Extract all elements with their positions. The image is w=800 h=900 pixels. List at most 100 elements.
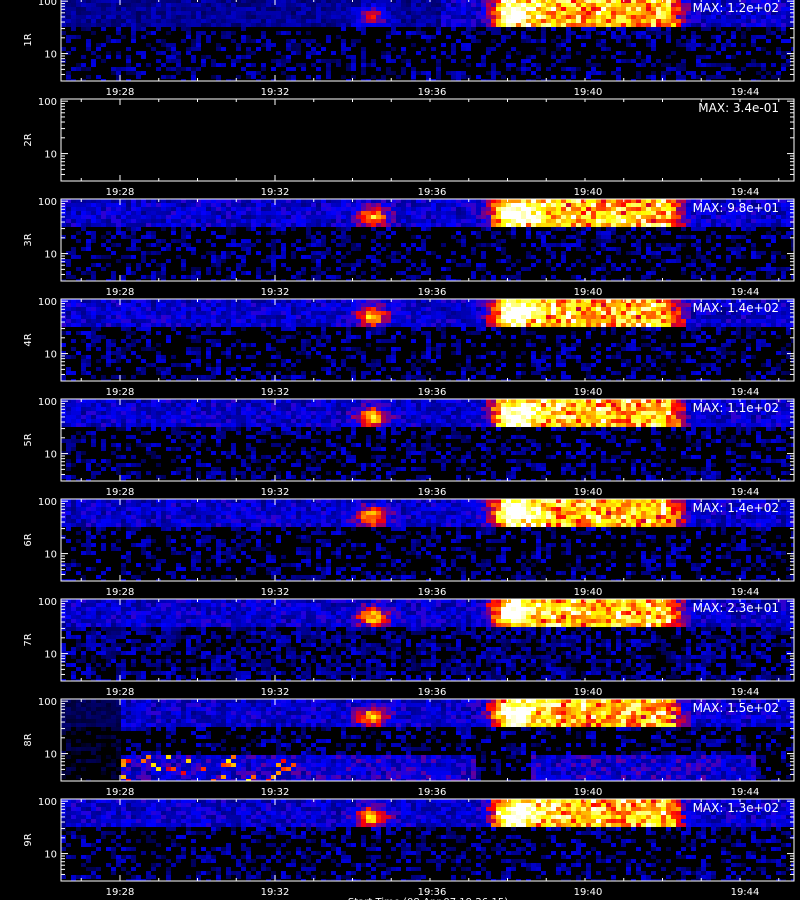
spectrogram-image [61,299,794,381]
x-tick-label: 19:28 [106,187,135,198]
x-tick-label: 19:40 [574,687,603,698]
y-tick-label: 100 [38,397,57,408]
x-tick-label: 19:28 [106,587,135,598]
x-tick-label: 19:28 [106,887,135,898]
y-tick-label: 10 [44,250,57,261]
max-label: MAX: 9.8e+01 [693,201,779,215]
panel-frame [60,798,795,882]
y-tick-label: 100 [38,797,57,808]
x-tick-label: 19:32 [261,887,290,898]
x-tick-label: 19:44 [731,587,760,598]
max-label: MAX: 1.3e+02 [693,801,779,815]
x-tick-label: 19:40 [574,287,603,298]
x-tick-label: 19:44 [731,687,760,698]
y-tick-label: 10 [44,750,57,761]
spectrogram-image [61,499,794,581]
panel-frame [60,0,795,82]
x-tick-label: 19:40 [574,487,603,498]
panel-frame [60,398,795,482]
x-tick-label: 19:36 [418,187,447,198]
y-tick-label: 100 [38,0,57,8]
max-label: MAX: 3.4e-01 [698,101,779,115]
x-tick-label: 19:32 [261,387,290,398]
x-tick-label: 19:44 [731,87,760,98]
panel-label: 3R [23,233,34,246]
panel-frame [60,98,795,182]
y-tick-label: 10 [44,350,57,361]
y-tick-label: 100 [38,497,57,508]
x-tick-label: 19:32 [261,287,290,298]
spectrogram-image [61,799,794,881]
x-tick-label: 19:32 [261,787,290,798]
x-tick-label: 19:40 [574,787,603,798]
x-tick-label: 19:36 [418,287,447,298]
spectrogram-panel-5r: 10 100 19:28 19:32 19:36 19:40 19:44 5R MAX: 1.1… [23,397,795,498]
x-tick-label: 19:44 [731,887,760,898]
x-tick-label: 19:28 [106,487,135,498]
x-tick-label: 19:36 [418,587,447,598]
max-label: MAX: 1.4e+02 [693,301,779,315]
x-tick-label: 19:36 [418,487,447,498]
y-tick-label: 10 [44,550,57,561]
x-tick-label: 19:28 [106,87,135,98]
x-tick-label: 19:28 [106,787,135,798]
x-tick-label: 19:40 [574,887,603,898]
x-tick-label: 19:32 [261,587,290,598]
panel-label: 4R [23,333,34,346]
y-tick-label: 100 [38,597,57,608]
panel-frame [60,598,795,682]
x-tick-label: 19:36 [418,887,447,898]
panel-frame [60,198,795,282]
x-tick-label: 19:36 [418,687,447,698]
x-tick-label: 19:28 [106,287,135,298]
y-tick-label: 10 [44,50,57,61]
panel-label: 2R [23,133,34,146]
x-tick-label: 19:40 [574,387,603,398]
spectrogram-panel-3r: 10 100 19:28 19:32 19:36 19:40 19:44 3R MAX: 9.8… [23,197,795,298]
max-label: MAX: 2.3e+01 [693,601,779,615]
x-tick-label: 19:32 [261,487,290,498]
spectrogram-image [61,399,794,481]
spectrogram-panel-4r: 10 100 19:28 19:32 19:36 19:40 19:44 4R MAX: 1.4… [23,297,795,398]
y-tick-label: 10 [44,150,57,161]
spectrogram-panel-1r: 10 100 19:28 19:32 19:36 19:40 19:44 1R MAX: 1.2… [23,0,795,98]
panel-frame [60,298,795,382]
spectrogram-image [61,599,794,681]
x-tick-label: 19:44 [731,487,760,498]
x-tick-label: 19:44 [731,787,760,798]
x-tick-label: 19:32 [261,187,290,198]
x-tick-label: 19:40 [574,187,603,198]
y-tick-label: 10 [44,450,57,461]
x-axis-label: Start Time (08-Apr-07 19:26:15) [348,897,508,900]
spectrogram-image [61,699,794,781]
x-tick-label: 19:28 [106,687,135,698]
y-tick-label: 100 [38,97,57,108]
max-label: MAX: 1.1e+02 [693,401,779,415]
spectrogram-panel-8r: 10 100 19:28 19:32 19:36 19:40 19:44 8R MAX: 1.5… [23,697,795,798]
x-tick-label: 19:36 [418,387,447,398]
panel-frame [60,498,795,582]
y-tick-label: 100 [38,197,57,208]
x-tick-label: 19:32 [261,87,290,98]
x-tick-label: 19:44 [731,287,760,298]
panel-label: 6R [23,533,34,546]
x-tick-label: 19:44 [731,187,760,198]
x-tick-label: 19:28 [106,387,135,398]
panel-label: 5R [23,433,34,446]
spectrogram-panel-6r: 10 100 19:28 19:32 19:36 19:40 19:44 6R MAX: 1.4… [23,497,795,598]
y-tick-label: 100 [38,297,57,308]
y-tick-label: 10 [44,850,57,861]
x-tick-label: 19:36 [418,787,447,798]
panel-label: 9R [23,833,34,846]
spectrogram-panel-7r: 10 100 19:28 19:32 19:36 19:40 19:44 7R MAX: 2.3… [23,597,795,698]
x-tick-label: 19:40 [574,87,603,98]
max-label: MAX: 1.2e+02 [693,1,779,15]
panel-label: 8R [23,733,34,746]
x-tick-label: 19:40 [574,587,603,598]
panel-label: 7R [23,633,34,646]
y-tick-label: 10 [44,650,57,661]
spectrogram-image [61,99,794,181]
panel-frame [60,698,795,782]
spectrogram-image [61,0,794,81]
